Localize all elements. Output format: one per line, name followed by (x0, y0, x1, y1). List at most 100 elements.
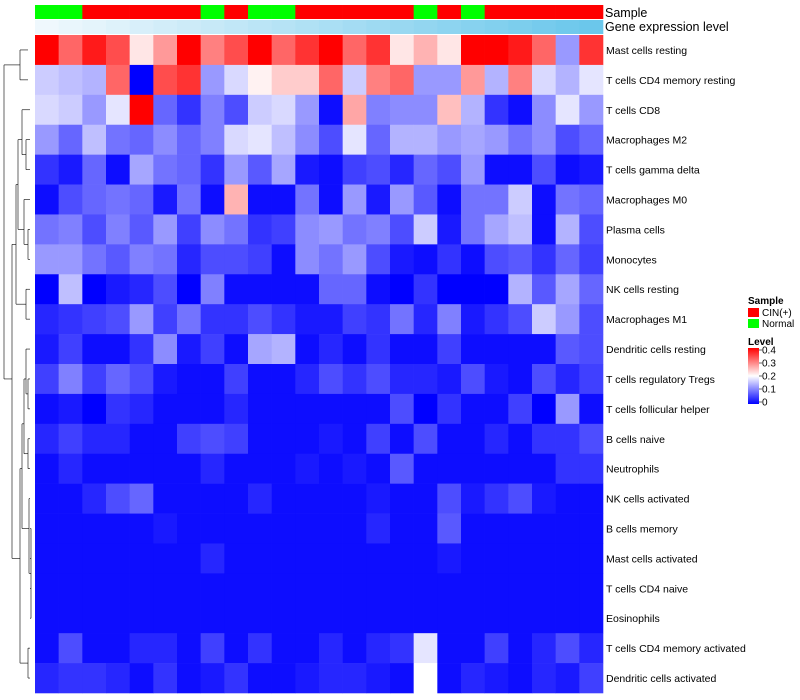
heatmap-cell (295, 154, 320, 185)
heatmap-cell (319, 573, 343, 604)
heatmap-cell (437, 334, 462, 365)
heatmap-cell (200, 423, 225, 455)
heatmap-cell (58, 184, 83, 215)
heatmap-cell (224, 603, 249, 634)
heatmap-cell (153, 543, 178, 574)
expression-annotation-cell (129, 20, 154, 34)
heatmap-cell (224, 543, 249, 574)
heatmap-cell (413, 483, 438, 514)
heatmap-cell (319, 304, 343, 335)
heatmap-cell (461, 274, 485, 305)
heatmap-cell (319, 453, 343, 484)
heatmap-cell (319, 663, 343, 694)
heatmap-cell (106, 124, 130, 155)
heatmap-cell (579, 64, 604, 96)
heatmap-cell (153, 423, 178, 455)
row-label: T cells regulatory Tregs (606, 374, 715, 386)
heatmap-cell (177, 393, 201, 425)
heatmap-cell (555, 304, 580, 335)
heatmap-cell (200, 633, 225, 664)
heatmap-cell (555, 513, 580, 544)
heatmap-cell (153, 364, 178, 395)
heatmap-cell (437, 64, 462, 96)
heatmap-cell (35, 513, 59, 544)
row-label: Neutrophils (606, 464, 659, 476)
heatmap-cell (508, 633, 533, 664)
heatmap-cell (437, 304, 462, 335)
heatmap-cell (532, 663, 556, 694)
heatmap-cell (508, 603, 533, 634)
heatmap-cell (58, 543, 83, 574)
heatmap-cell (390, 274, 414, 305)
heatmap-cell (366, 364, 391, 395)
heatmap-cell (35, 423, 59, 455)
heatmap-cell (508, 274, 533, 305)
heatmap-cell (295, 603, 320, 634)
heatmap-cell (295, 663, 320, 694)
heatmap-cell (461, 64, 485, 96)
heatmap-cell (342, 184, 367, 215)
heatmap-cell (106, 94, 130, 126)
heatmap-cell (461, 184, 485, 215)
heatmap-cell (461, 543, 485, 574)
heatmap-cell (82, 214, 107, 245)
heatmap-cell (271, 214, 296, 245)
heatmap-cell (35, 364, 59, 395)
heatmap-cell (129, 214, 154, 245)
heatmap-cell (295, 453, 320, 484)
heatmap-cell (579, 154, 604, 185)
heatmap-cell (508, 543, 533, 574)
heatmap-cell (82, 64, 107, 96)
heatmap-cell (82, 244, 107, 275)
heatmap-cell (35, 124, 59, 155)
heatmap-cell (413, 94, 438, 126)
heatmap-cell (271, 35, 296, 66)
heatmap-cell (58, 393, 83, 425)
legend-tick-label: 0.3 (762, 359, 776, 370)
heatmap-cell (224, 573, 249, 604)
heatmap-cell (200, 244, 225, 275)
heatmap-cell (319, 334, 343, 365)
heatmap-cell (342, 513, 367, 544)
expression-annotation-cell (390, 20, 414, 34)
heatmap-cell (342, 94, 367, 126)
heatmap-cell (200, 64, 225, 96)
heatmap-cell (579, 513, 604, 544)
heatmap-cell (295, 573, 320, 604)
heatmap-cell (484, 184, 509, 215)
heatmap-cell (413, 184, 438, 215)
expression-annotation-cell (224, 20, 249, 34)
heatmap-cell (248, 64, 272, 96)
row-label: Macrophages M2 (606, 135, 687, 147)
heatmap-cell (555, 543, 580, 574)
heatmap-cell (484, 453, 509, 484)
heatmap-cell (579, 274, 604, 305)
heatmap-cell (224, 663, 249, 694)
heatmap-cell (224, 483, 249, 514)
heatmap-cell (295, 124, 320, 155)
row-label: NK cells resting (606, 284, 679, 296)
legend-color-bar (748, 348, 759, 404)
legend-sample-title: Sample (748, 296, 784, 307)
heatmap-cell (508, 573, 533, 604)
expression-annotation-cell (271, 20, 296, 34)
expression-annotation-cell (153, 20, 178, 34)
heatmap-cell (129, 423, 154, 455)
heatmap-cell (271, 573, 296, 604)
heatmap-cell (579, 663, 604, 694)
heatmap-cell (35, 35, 59, 66)
heatmap-cell (82, 543, 107, 574)
heatmap-cell (177, 573, 201, 604)
heatmap-cell (106, 214, 130, 245)
heatmap-cell (508, 513, 533, 544)
heatmap-cell (35, 64, 59, 96)
heatmap-cell (224, 304, 249, 335)
heatmap-cell (319, 513, 343, 544)
heatmap-cells (35, 35, 604, 694)
heatmap-cell (366, 453, 391, 484)
heatmap-cell (437, 453, 462, 484)
heatmap-cell (295, 633, 320, 664)
heatmap-cell (484, 154, 509, 185)
heatmap-cell (532, 244, 556, 275)
heatmap-cell (342, 483, 367, 514)
